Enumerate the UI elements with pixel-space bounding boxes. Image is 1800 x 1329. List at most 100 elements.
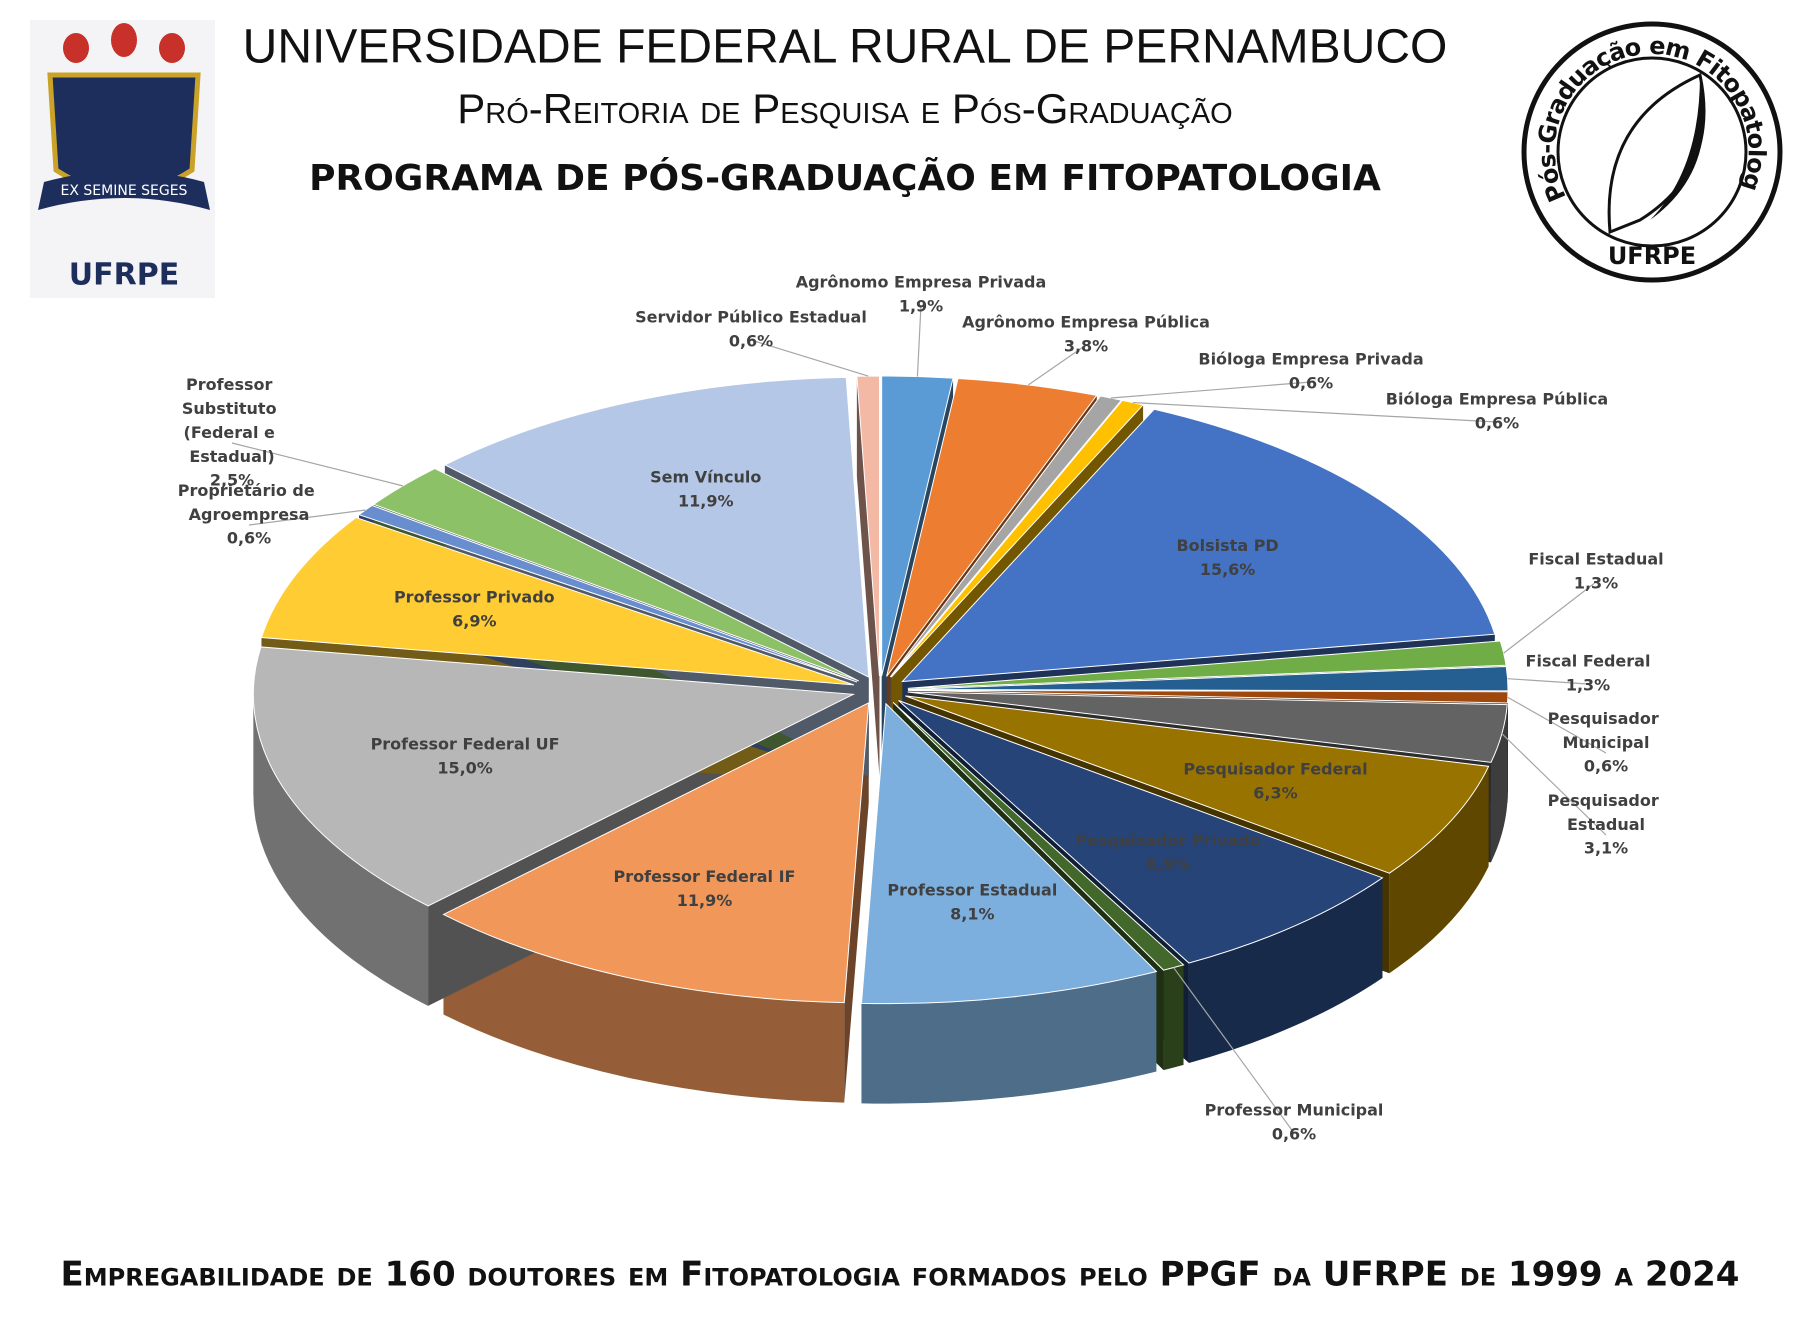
value-label: 0,6% xyxy=(1475,414,1519,433)
slice-label: Bióloga Empresa Pública xyxy=(1386,390,1608,409)
slice-side xyxy=(1507,691,1508,804)
value-label: 0,6% xyxy=(1289,374,1333,393)
slice-label: Pesquisador Federal xyxy=(1183,759,1367,778)
slice xyxy=(905,695,1490,874)
slice-label: Professor Substituto (Federal e Estadual… xyxy=(182,375,282,466)
banner xyxy=(38,171,210,210)
logo-left: EX SEMINE SEGES UFRPE xyxy=(30,20,215,298)
value-label: 6,9% xyxy=(1146,855,1190,874)
leader-line xyxy=(1501,733,1607,836)
chart-title: Empregabilidade de 160 doutores em Fitop… xyxy=(61,1255,1740,1295)
value-label: 8,1% xyxy=(950,905,994,924)
ring-inner xyxy=(1556,56,1748,248)
pie-chart: Agrônomo Empresa Privada 1,9% Agrônomo Emp… xyxy=(178,273,1665,1144)
slice-label: Professor Privado xyxy=(394,588,555,607)
logo-name: UFRPE xyxy=(1608,242,1696,270)
leader-line xyxy=(1507,696,1607,754)
slice-label: Pesquisador Privado xyxy=(1075,831,1260,850)
value-label: 0,6% xyxy=(227,529,271,548)
label-line: Pesquisador xyxy=(1548,709,1665,728)
label-line: Proprietário de xyxy=(178,481,321,500)
value-label: 0,6% xyxy=(1272,1125,1316,1144)
value-label: 15,6% xyxy=(1200,560,1256,579)
slice-label: Sem Vínculo xyxy=(650,468,761,487)
slice xyxy=(357,504,858,683)
label-line: Substituto xyxy=(182,399,282,418)
slice xyxy=(252,646,856,907)
value-label: 1,9% xyxy=(899,297,943,316)
slice-label: Proprietário de Agroempresa xyxy=(178,481,321,524)
slice xyxy=(886,378,1098,677)
slice-label: Pesquisador Estadual xyxy=(1548,791,1665,834)
value-label: 0,6% xyxy=(729,332,773,351)
motto: EX SEMINE SEGES xyxy=(61,183,188,199)
slice-label: Pesquisador Municipal xyxy=(1548,709,1665,752)
slice-side xyxy=(1163,964,1184,1071)
leader-line xyxy=(1132,401,1498,423)
slice-label: Professor Municipal xyxy=(1205,1101,1384,1120)
label-line: Municipal xyxy=(1563,733,1650,752)
value-label: 6,3% xyxy=(1253,783,1297,802)
value-label: 11,9% xyxy=(677,891,733,910)
label-line: Agroempresa xyxy=(189,505,310,524)
slice-label: Bióloga Empresa Privada xyxy=(1198,350,1423,369)
slice-label: Agrônomo Empresa Pública xyxy=(962,313,1210,332)
slice-label: Professor Federal IF xyxy=(614,867,796,886)
label-line: (Federal e xyxy=(184,423,281,442)
value-label: 15,0% xyxy=(437,758,493,777)
slice-label: Fiscal Federal xyxy=(1526,652,1651,671)
dean-office: Pró-Reitoria de Pesquisa e Pós-Graduação xyxy=(457,85,1233,132)
slice-tops xyxy=(252,375,1509,1005)
slice-cut xyxy=(856,376,880,777)
leader-line xyxy=(750,339,869,377)
slice xyxy=(907,691,1508,763)
label-line: Estadual xyxy=(1567,815,1645,834)
value-label: 3,8% xyxy=(1064,337,1108,356)
logo-name: UFRPE xyxy=(69,258,179,293)
slice xyxy=(898,700,1384,964)
slice-side xyxy=(1490,704,1508,863)
value-label: 1,3% xyxy=(1574,574,1618,593)
slice xyxy=(442,701,870,1004)
slice-label: Bolsista PD xyxy=(1176,536,1278,555)
slice-side xyxy=(253,694,429,1006)
slice xyxy=(901,408,1496,683)
label-line: Pesquisador xyxy=(1548,791,1665,810)
slice-label: Agrônomo Empresa Privada xyxy=(796,273,1047,292)
leader-line xyxy=(1028,344,1087,386)
leader-line xyxy=(1503,581,1597,654)
slice-label: Fiscal Estadual xyxy=(1528,550,1663,569)
leader-line xyxy=(231,442,403,487)
value-label: 0,6% xyxy=(1584,757,1628,776)
value-label: 2,5% xyxy=(210,471,254,490)
slice-side xyxy=(443,914,845,1103)
university: UNIVERSIDADE FEDERAL RURAL DE PERNAMBUCO xyxy=(243,21,1448,74)
slice xyxy=(260,517,855,686)
slice-side xyxy=(861,971,1157,1104)
leader-line xyxy=(1173,967,1295,1134)
slice xyxy=(443,376,870,679)
slice-label: Professor Federal UF xyxy=(371,734,560,753)
slice-side xyxy=(1389,766,1489,974)
value-label: 3,1% xyxy=(1584,839,1628,858)
slice xyxy=(372,468,859,682)
value-label: 6,9% xyxy=(452,612,496,631)
value-label: 11,9% xyxy=(678,492,734,511)
label-line: Estadual) xyxy=(189,447,274,466)
slice-label: Servidor Público Estadual xyxy=(635,308,867,327)
leader-line xyxy=(1507,678,1589,685)
torches xyxy=(63,23,185,63)
leader-line xyxy=(916,304,922,377)
slice-side xyxy=(1188,877,1383,1064)
slice xyxy=(881,375,954,677)
slice-label: Professor Estadual xyxy=(887,881,1057,900)
slice-labels: Agrônomo Empresa Privada 1,9% Agrônomo Emp… xyxy=(178,273,1665,1144)
label-line: Professor xyxy=(186,375,278,394)
program: PROGRAMA DE PÓS-GRADUAÇÃO EM FITOPATOLOG… xyxy=(309,157,1381,199)
slice-cut xyxy=(844,702,869,1103)
leader-line xyxy=(248,509,366,526)
leader-line xyxy=(1110,381,1312,399)
value-label: 1,3% xyxy=(1566,676,1610,695)
leaf-dark xyxy=(1650,75,1705,220)
